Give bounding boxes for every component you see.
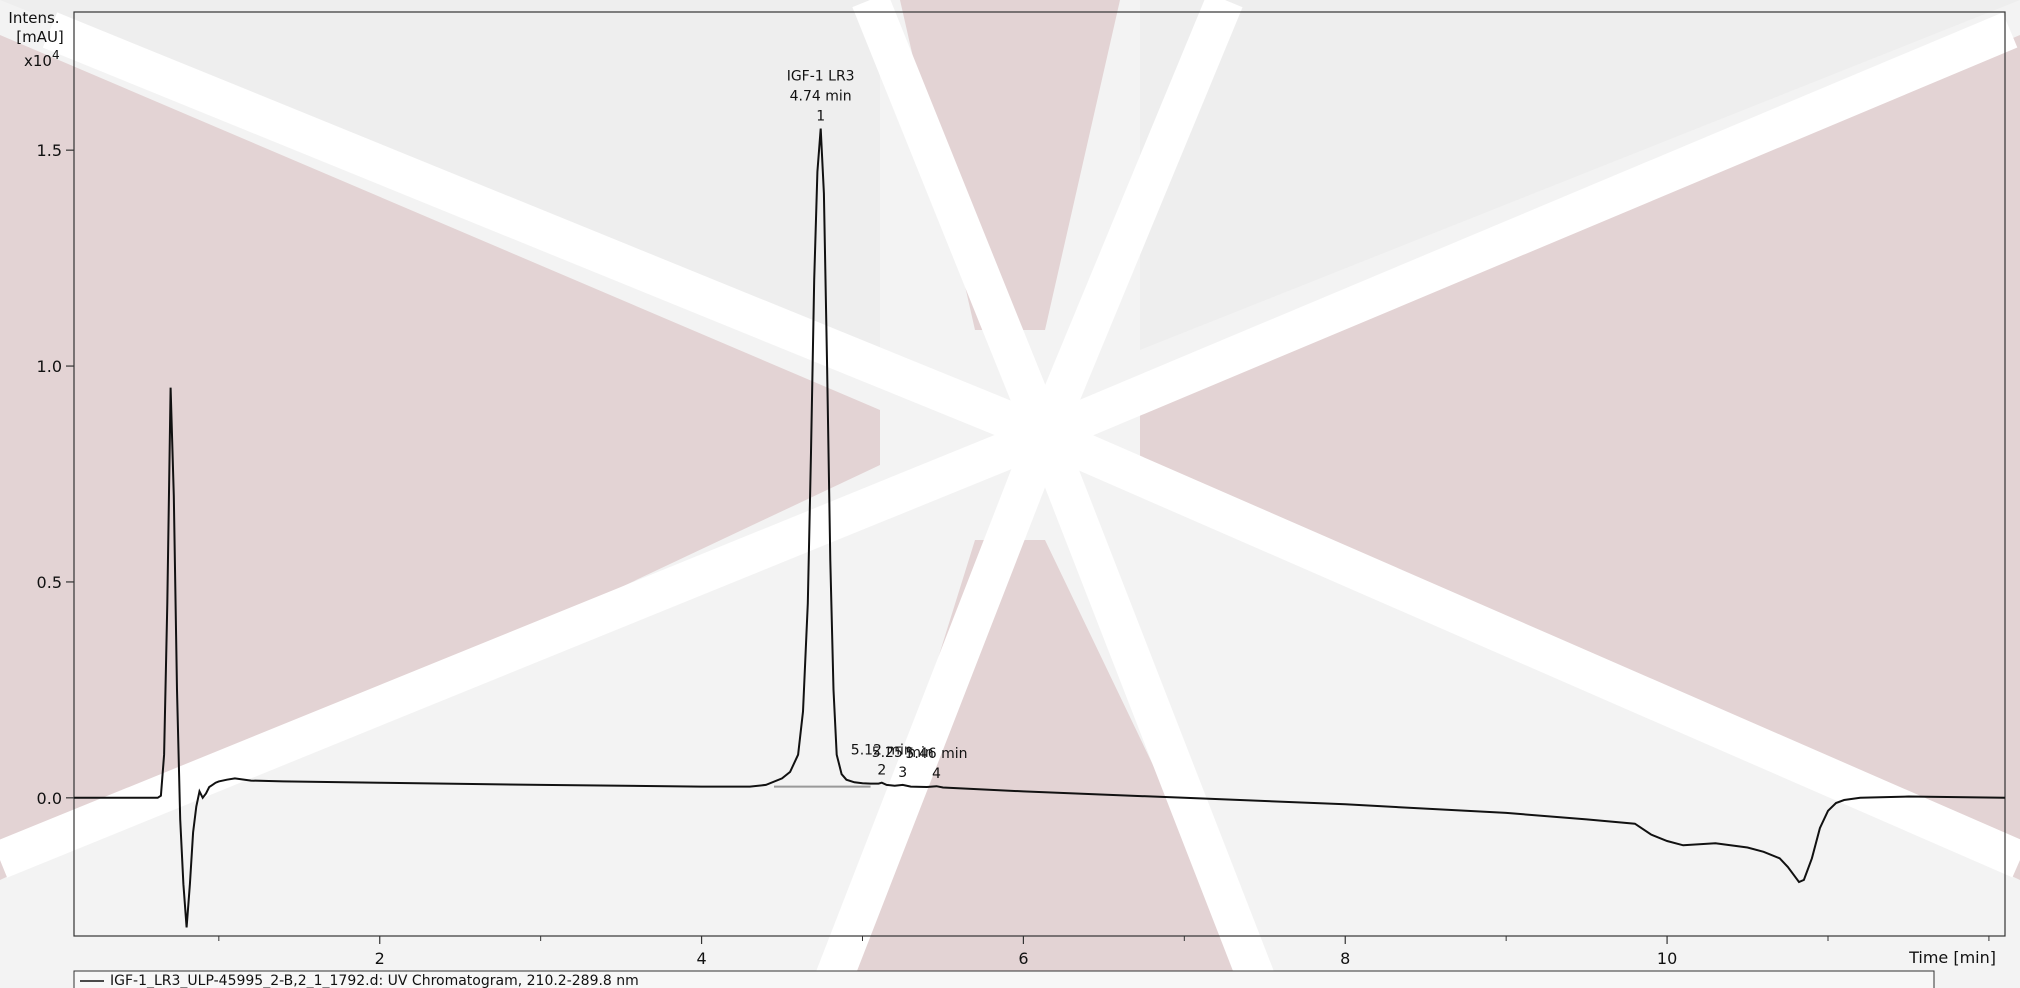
legend: IGF-1_LR3_ULP-45995_2-B,2_1_1792.d: UV C… [73,970,1935,988]
x-tick-label: 2 [375,949,385,968]
x-axis: 2 4 6 8 10 [218,936,1990,968]
y-axis: 0.0 0.5 1.0 1.5 [37,141,74,808]
peak-label-3: 3 5.25 min [872,745,934,781]
peak-label-1: 1 4.74 min IGF-1 LR3 [787,69,855,125]
x-tick-label: 4 [696,949,706,968]
peak-time: 5.25 min [872,745,934,761]
y-tick-label: 0.0 [37,789,62,808]
y-axis-label-line2: [mAU] [16,28,64,46]
peak-number: 2 [877,763,886,779]
y-tick-label: 1.5 [37,141,62,160]
chromatogram-trace [74,128,2006,928]
peak-number: 1 [816,109,825,125]
y-axis-scale-label: x104 [24,48,60,70]
y-tick-label: 0.5 [37,573,62,592]
peak-number: 4 [932,766,941,782]
peak-number: 3 [898,765,907,781]
legend-box [73,970,1935,988]
x-tick-label: 6 [1018,949,1028,968]
legend-entry: IGF-1_LR3_ULP-45995_2-B,2_1_1792.d: UV C… [110,973,639,988]
plot-frame [73,11,2006,937]
peak-time: 5.46 min [905,746,967,762]
peak-time: 4.74 min [790,89,852,105]
y-axis-label-line1: Intens. [8,9,59,27]
peak-label-4: 4 5.46 min [905,746,967,782]
y-axis-title: Intens. [mAU] x104 [8,9,63,70]
y-tick-label: 1.0 [37,357,62,376]
peak-labels: 1 4.74 min IGF-1 LR3 2 5.12 min 3 5.25 min 4 5.4… [787,69,968,783]
peak-label-2: 2 5.12 min [851,743,913,779]
peak-name: IGF-1 LR3 [787,69,855,85]
x-tick-label: 8 [1340,949,1350,968]
x-tick-label: 10 [1657,949,1677,968]
x-axis-label: Time [min] [1908,948,1996,967]
peak-time: 5.12 min [851,743,913,759]
